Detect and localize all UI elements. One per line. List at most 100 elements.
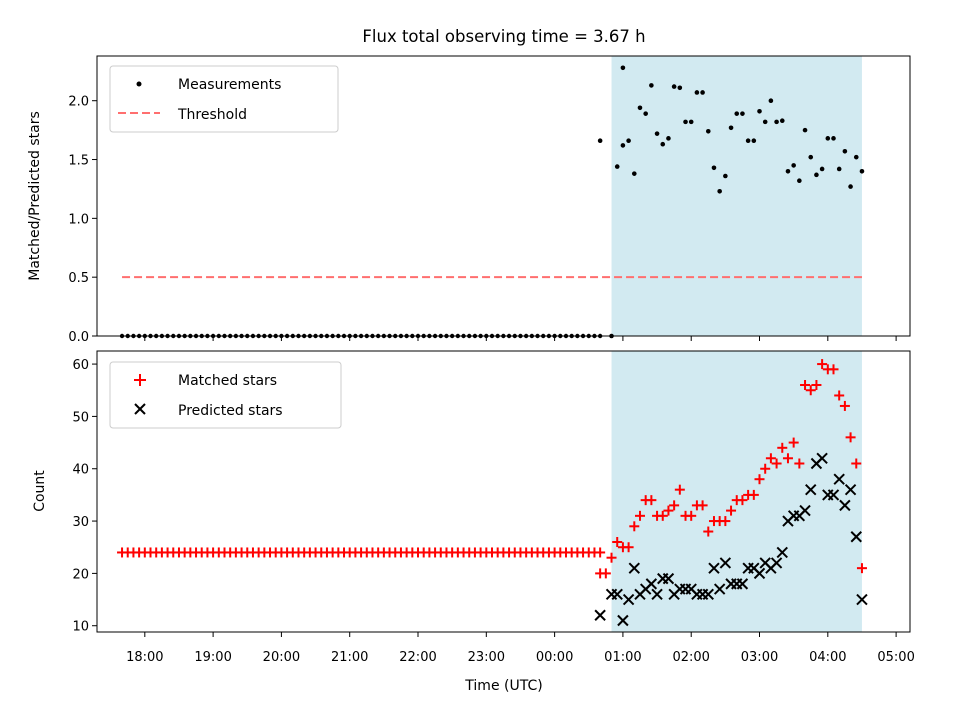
measurement-point	[694, 90, 700, 95]
measurement-point	[802, 127, 808, 133]
matched-star-point	[765, 453, 776, 464]
measurement-point	[637, 105, 643, 111]
y-tick-label: 1.0	[68, 212, 89, 227]
measurement-point	[785, 168, 791, 174]
measurement-point	[705, 128, 711, 134]
predicted-star-point	[856, 593, 868, 606]
matched-star-point	[771, 458, 782, 469]
measurement-point	[825, 136, 831, 141]
predicted-star-point	[850, 531, 862, 543]
predicted-star-point	[708, 562, 720, 574]
y-tick-label: 50	[72, 410, 89, 425]
legend-matched-marker	[134, 374, 146, 386]
matched-star-point	[828, 364, 839, 375]
predicted-star-point	[594, 609, 606, 621]
measurement-point	[683, 119, 688, 125]
measurement-point	[671, 84, 677, 89]
measurement-point	[819, 166, 825, 172]
top-legend: Measurements Threshold	[109, 65, 339, 133]
y-tick-label: 20	[72, 567, 89, 582]
legend-measurements-label: Measurements	[178, 77, 281, 93]
measurement-point	[654, 131, 660, 136]
predicted-star-point	[611, 588, 623, 601]
x-tick-label: 18:00	[126, 650, 163, 665]
matched-star-point	[788, 437, 799, 448]
measurement-point	[620, 143, 626, 148]
matched-star-point	[657, 510, 668, 521]
top-y-ticks: 0.0 0.5 1.0 1.5 2.0	[68, 95, 97, 345]
x-tick-label: 03:00	[741, 650, 778, 665]
predicted-star-point	[799, 504, 811, 517]
predicted-star-point	[719, 557, 732, 569]
x-tick-label: 20:00	[263, 650, 300, 665]
top-plot-frame	[96, 55, 911, 337]
measurement-point	[734, 111, 740, 116]
matched-star-point	[629, 521, 640, 532]
top-shaded-region	[611, 56, 862, 336]
measurement-point	[848, 184, 853, 189]
matched-star-point	[856, 563, 867, 574]
predicted-star-point	[736, 578, 749, 590]
matched-star-point	[600, 568, 611, 579]
bottom-x-ticks: 18:00 19:00 20:00 21:00 22:00 23:00 00:00 01:00…	[126, 632, 915, 665]
predicted-star-point	[816, 452, 828, 464]
measurement-point	[842, 148, 848, 154]
bottom-legend: Matched stars Predicted stars	[109, 361, 342, 429]
measurement-point	[791, 163, 796, 168]
legend-predicted-marker	[134, 403, 146, 415]
matched-star-point	[817, 359, 828, 370]
y-tick-label: 0.5	[68, 271, 89, 286]
matched-star-point	[805, 385, 816, 396]
matched-star-point	[800, 380, 811, 391]
measurement-point	[631, 171, 637, 176]
predicted-star-point	[645, 578, 658, 590]
measurement-point	[614, 164, 620, 169]
matched-star-point	[669, 500, 680, 511]
x-tick-label: 02:00	[672, 650, 709, 665]
x-tick-label: 21:00	[331, 650, 368, 665]
legend-predicted-label: Predicted stars	[178, 403, 283, 419]
predicted-star-point	[827, 489, 840, 501]
top-y-axis-label: Matched/Predicted stars	[27, 111, 43, 281]
matched-star-point	[754, 474, 765, 485]
predicted-star-point	[628, 562, 641, 574]
predicted-star-point	[776, 546, 788, 559]
matched-star-point	[748, 489, 759, 500]
x-tick-label: 22:00	[399, 650, 436, 665]
measurement-point	[774, 119, 779, 125]
matched-star-point	[686, 510, 697, 521]
x-tick-label: 23:00	[468, 650, 505, 665]
predicted-star-point	[617, 614, 629, 627]
measurement-point	[768, 98, 774, 104]
matched-star-point	[726, 505, 737, 516]
measurement-point	[597, 138, 603, 144]
measurement-point	[660, 141, 666, 147]
y-tick-label: 1.5	[68, 154, 89, 169]
measurement-point	[836, 166, 842, 172]
matched-star-point	[811, 380, 822, 391]
bottom-plot-frame	[96, 350, 911, 633]
predicted-star-point	[622, 593, 635, 606]
bottom-y-axis-label: Count	[32, 470, 48, 512]
predicted-star-point	[651, 588, 663, 601]
predicted-star-point	[805, 483, 817, 496]
matched-star-point	[760, 463, 771, 474]
measurement-point	[779, 118, 785, 124]
predicted-star-point	[844, 483, 857, 496]
predicted-star-point	[702, 588, 714, 601]
predicted-star-point	[662, 572, 675, 585]
measurement-point	[643, 111, 648, 116]
predicted-star-point	[713, 583, 726, 595]
matched-star-point	[634, 510, 645, 521]
legend-threshold-label: Threshold	[177, 107, 247, 123]
measurement-point	[626, 138, 631, 144]
x-tick-label: 00:00	[536, 650, 573, 665]
matched-star-point	[851, 458, 862, 469]
measurement-point	[814, 172, 819, 178]
bottom-y-ticks: 10 20 30 40 50 60	[72, 358, 97, 635]
top-panel: 0.00.51.01.52.0 Matched/Predicted stars …	[27, 55, 911, 345]
x-tick-label: 05:00	[877, 650, 914, 665]
legend-matched-label: Matched stars	[178, 373, 277, 389]
measurement-point	[728, 125, 734, 131]
